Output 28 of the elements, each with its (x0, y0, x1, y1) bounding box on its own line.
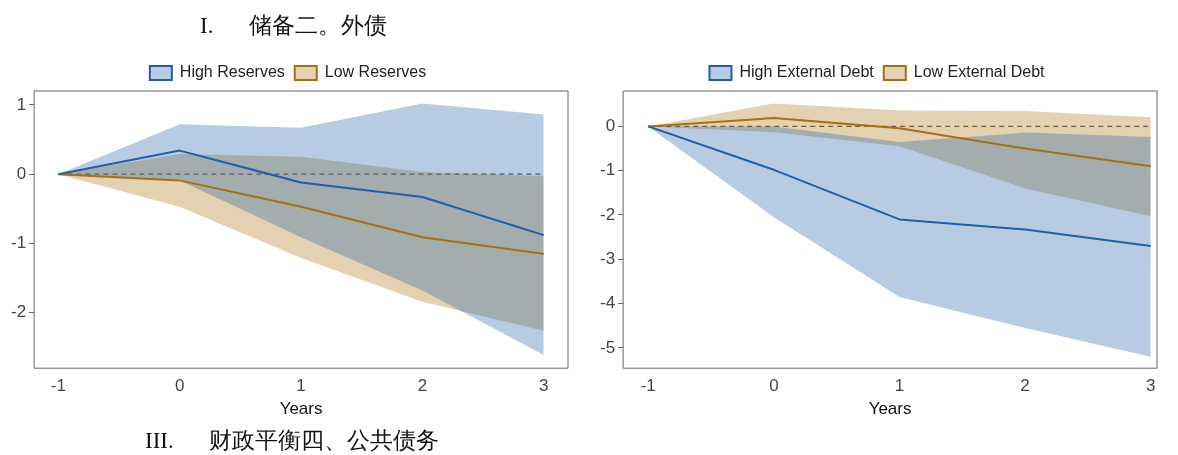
x-tick-label: 0 (174, 376, 185, 396)
y-tick-label: 1 (16, 94, 27, 114)
x-tick-label: -1 (50, 376, 66, 396)
legend-label: Low Reserves (324, 63, 427, 81)
chart-title: I. 储备二。外债 (200, 12, 388, 40)
y-tick-label: -5 (599, 337, 616, 357)
x-tick-label: 1 (296, 376, 306, 396)
legend-label: High Reserves (179, 63, 285, 81)
y-tick-label: 0 (605, 116, 616, 136)
x-tick-label: 0 (769, 376, 779, 396)
legend-label: High External Debt (739, 63, 875, 81)
y-tick-label: -2 (10, 302, 27, 322)
y-tick-label: -1 (599, 160, 616, 180)
y-tick-label: -2 (599, 204, 616, 224)
y-tick-label: -1 (10, 233, 27, 253)
x-tick-label: 2 (1020, 376, 1030, 396)
x-tick-label: 1 (894, 376, 905, 396)
x-tick-label: -1 (640, 376, 656, 396)
text: III. 财政平衡四、公共债务 (145, 427, 440, 455)
x-axis-title: Years (279, 399, 323, 419)
x-tick-label: 2 (417, 376, 428, 396)
y-tick-label: 0 (16, 163, 27, 183)
x-axis-title: Years (868, 399, 912, 419)
x-tick-label: 3 (1145, 376, 1156, 396)
y-tick-label: -4 (599, 293, 616, 313)
x-tick-label: 3 (539, 376, 549, 396)
legend-label: Low External Debt (913, 63, 1046, 81)
y-tick-label: -3 (599, 248, 616, 268)
